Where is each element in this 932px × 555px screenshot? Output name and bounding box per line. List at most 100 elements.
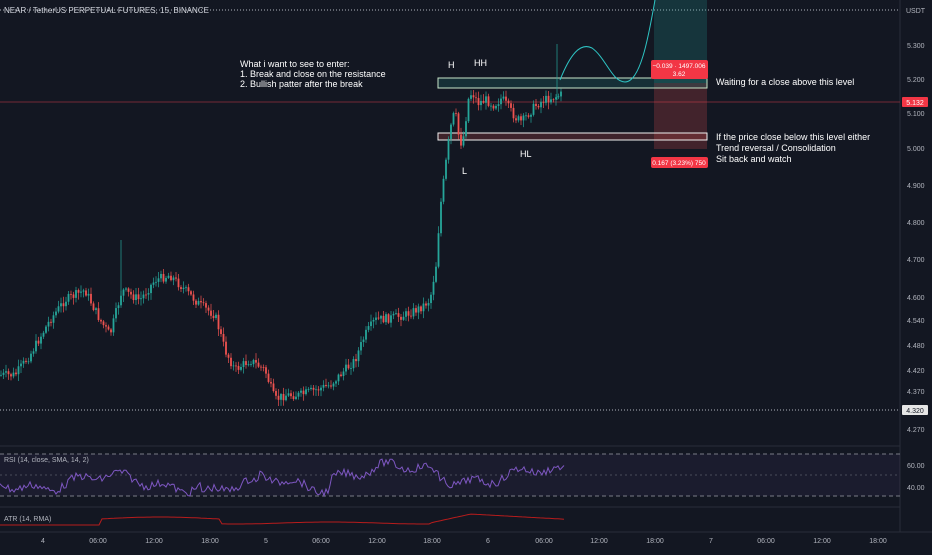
candle-body: [310, 387, 312, 389]
candle-body: [442, 178, 445, 202]
candle-body: [270, 381, 272, 384]
candle-body: [222, 333, 225, 342]
candle-body: [175, 277, 177, 279]
candle-body: [110, 329, 112, 333]
candle-body: [515, 118, 517, 121]
price-tick-label: 4.370: [907, 389, 925, 396]
candle-body: [57, 306, 60, 312]
candle-body: [507, 100, 510, 104]
candle-body: [340, 374, 342, 377]
candle-body: [370, 321, 372, 327]
candle-body: [257, 362, 260, 367]
candle-body: [5, 371, 7, 373]
candle-body: [235, 365, 237, 367]
candle-body: [70, 293, 72, 295]
candle-body: [225, 341, 227, 355]
candle-body: [15, 372, 17, 375]
candle-body: [260, 366, 262, 368]
candle-body: [327, 385, 330, 387]
candle-body: [140, 298, 142, 300]
candle-body: [50, 321, 52, 323]
candle-body: [402, 316, 405, 320]
candle-body: [535, 103, 537, 106]
support-zone[interactable]: [437, 132, 708, 141]
candle-body: [87, 293, 90, 296]
time-axis[interactable]: 4 06:00 12:00 18:00 5 06:00 12:00 18:00 6 06:00 12…: [41, 538, 887, 545]
candle-body: [330, 385, 332, 387]
candle-body: [472, 95, 475, 98]
candle-body: [337, 374, 340, 382]
candle-body: [547, 95, 550, 103]
candle-body: [542, 101, 545, 103]
low-level-value: 4.320: [906, 408, 924, 415]
label-l: L: [462, 166, 467, 176]
candle-body: [490, 105, 492, 107]
candle-body: [160, 273, 162, 279]
rsi-label[interactable]: RSI (14, close, SMA, 14, 2): [4, 457, 89, 464]
candle-body: [322, 384, 325, 388]
price-tick-label: 4.600: [907, 295, 925, 302]
candle-body: [255, 360, 257, 363]
candle-body: [462, 136, 465, 146]
candle-body: [352, 359, 355, 369]
candle-body: [217, 314, 220, 330]
candle-body: [127, 288, 130, 292]
time-tick-label: 18:00: [646, 538, 664, 545]
atr-label[interactable]: ATR (14, RMA): [4, 516, 51, 523]
resistance-zone[interactable]: [437, 77, 708, 89]
candle-body: [65, 301, 67, 307]
candle-body: [215, 314, 217, 319]
candle-body: [397, 313, 400, 317]
candle-body: [200, 301, 202, 303]
candle-body: [212, 315, 215, 319]
candle-body: [305, 389, 307, 395]
candle-body: [312, 387, 315, 390]
candle-body: [52, 315, 55, 323]
candle-body: [435, 266, 437, 282]
candle-body: [167, 275, 170, 278]
candle-body: [35, 340, 37, 352]
candle-body: [530, 114, 532, 117]
candle-body: [540, 101, 542, 108]
candle-body: [477, 98, 480, 106]
candle-body: [7, 371, 10, 375]
projection-path[interactable]: [559, 0, 656, 83]
candle-body: [112, 318, 115, 333]
candle-body: [97, 308, 100, 320]
symbol-title[interactable]: NEAR / TetherUS PERPETUAL FUTURES, 15, B…: [4, 6, 209, 15]
price-tick-label: 4.480: [907, 343, 925, 350]
candle-body: [130, 291, 132, 295]
entry-step-2: 2. Bullish patter after the break: [240, 79, 363, 89]
candle-body: [145, 294, 147, 296]
price-axis[interactable]: 5.300 5.200 5.100 5.000 4.900 4.800 4.700 4.600…: [907, 43, 925, 434]
candle-body: [495, 105, 497, 109]
candle-body: [192, 294, 195, 301]
target-badge[interactable]: [651, 60, 708, 79]
candle-body: [102, 321, 105, 326]
candle-body: [290, 393, 292, 397]
candle-body: [95, 308, 97, 310]
candle-body: [302, 390, 305, 395]
candle-body: [512, 107, 515, 119]
time-tick-label: 06:00: [89, 538, 107, 545]
candle-body: [135, 294, 137, 301]
current-price-value: 5.132: [906, 100, 924, 107]
candle-body: [357, 350, 360, 362]
candle-body: [347, 364, 350, 369]
stop-badge[interactable]: [651, 157, 708, 168]
candle-body: [420, 306, 422, 312]
candle-body: [430, 294, 432, 304]
candle-body: [297, 392, 300, 397]
time-tick-label: 12:00: [145, 538, 163, 545]
candle-body: [365, 329, 367, 340]
loss-zone[interactable]: [654, 83, 707, 149]
price-tick-label: 4.420: [907, 368, 925, 375]
candle-body: [37, 340, 40, 344]
candle-body: [372, 319, 375, 322]
candle-body: [560, 91, 562, 97]
waiting-note: Waiting for a close above this level: [716, 77, 854, 87]
candle-body: [460, 134, 462, 146]
candle-body: [242, 361, 245, 367]
candle-body: [467, 98, 470, 122]
